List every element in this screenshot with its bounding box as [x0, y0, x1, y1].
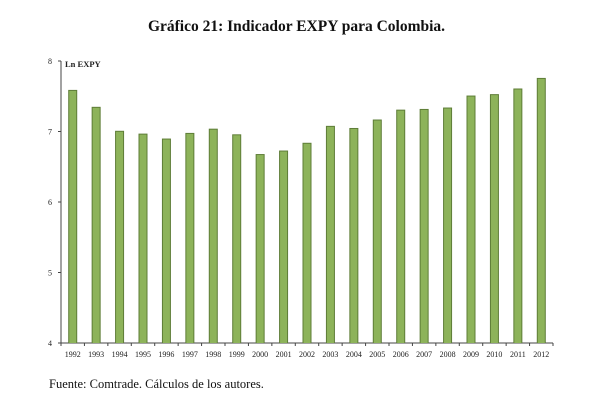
y-tick-label: 7	[48, 128, 52, 137]
bar	[444, 108, 452, 343]
bar	[139, 134, 147, 343]
bar	[233, 135, 241, 343]
bar	[350, 128, 358, 343]
y-axis-label: Ln EXPY	[65, 59, 101, 69]
x-tick-label: 2005	[369, 350, 385, 359]
x-tick-label: 2012	[533, 350, 549, 359]
x-tick-label: 2009	[463, 350, 479, 359]
bar	[69, 90, 77, 343]
x-tick-label: 2003	[322, 350, 338, 359]
bar	[303, 143, 311, 343]
x-tick-label: 2010	[486, 350, 502, 359]
chart-bars	[68, 77, 546, 344]
bar	[514, 89, 522, 344]
x-tick-label: 2001	[276, 350, 292, 359]
y-tick-label: 4	[48, 339, 52, 348]
bar	[490, 95, 498, 343]
bar	[116, 131, 124, 343]
x-tick-label: 2004	[346, 350, 362, 359]
x-tick-label: 1998	[205, 350, 221, 359]
bar	[92, 107, 100, 343]
x-tick-label: 2008	[440, 350, 456, 359]
x-tick-label: 2006	[393, 350, 409, 359]
y-tick-label: 8	[48, 57, 52, 66]
bar	[326, 126, 334, 343]
bar	[256, 155, 264, 343]
x-tick-label: 1999	[229, 350, 245, 359]
x-tick-label: 1995	[135, 350, 151, 359]
x-tick-label: 2000	[252, 350, 268, 359]
x-tick-label: 1996	[158, 350, 174, 359]
source-note: Fuente: Comtrade. Cálculos de los autore…	[49, 377, 264, 391]
y-tick-label: 6	[48, 198, 52, 207]
x-tick-label: 1997	[182, 350, 198, 359]
bar	[162, 139, 170, 343]
y-axis-ticks: 4 5 6 7 8	[48, 57, 61, 348]
y-tick-label: 5	[48, 269, 52, 278]
bar	[467, 96, 475, 343]
x-tick-label: 1994	[112, 350, 128, 359]
x-tick-label: 2002	[299, 350, 315, 359]
chart-title: Gráfico 21: Indicador EXPY para Colombia…	[147, 18, 446, 35]
bar	[373, 120, 381, 343]
x-tick-label: 2011	[510, 350, 526, 359]
x-tick-label: 1993	[88, 350, 104, 359]
x-tick-label: 1992	[65, 350, 81, 359]
x-axis-ticks: 1992 1993 1994 1995 1996 1997 1998 1999 2000 2001…	[60, 343, 554, 359]
bar	[280, 151, 288, 343]
bar	[186, 133, 194, 343]
bar	[420, 109, 428, 343]
bar	[397, 110, 405, 344]
bar	[209, 129, 217, 343]
x-tick-label: 2007	[416, 350, 432, 359]
bar	[537, 78, 545, 344]
